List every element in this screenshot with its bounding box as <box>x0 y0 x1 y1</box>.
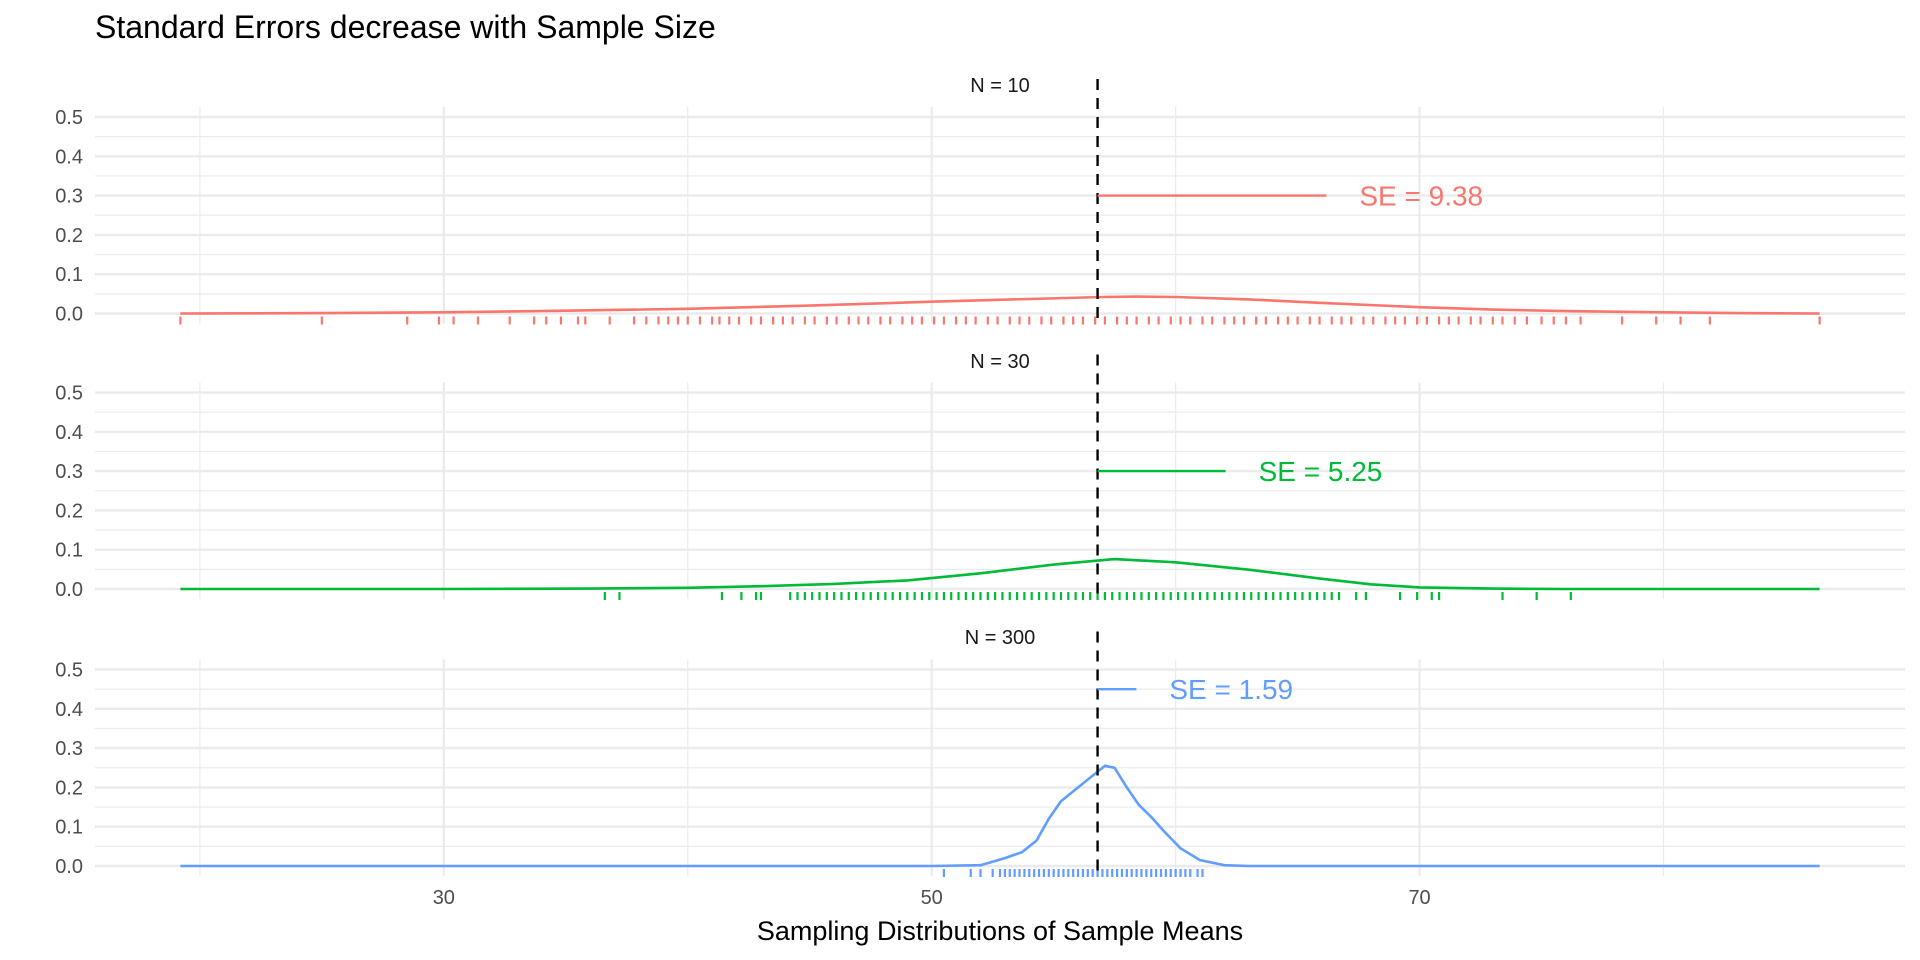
y-tick-label: 0.3 <box>55 461 83 483</box>
y-tick-label: 0.0 <box>55 579 83 601</box>
se-label: SE = 5.25 <box>1259 456 1383 487</box>
y-tick-label: 0.4 <box>55 422 83 444</box>
y-tick-label: 0.5 <box>55 107 83 129</box>
y-tick-label: 0.3 <box>55 738 83 760</box>
x-tick-label: 30 <box>433 887 455 909</box>
facet-panels: N = 100.00.10.20.30.40.5SE = 9.38N = 300… <box>55 75 1905 878</box>
rug-marks <box>942 869 1204 877</box>
se-label: SE = 1.59 <box>1169 674 1293 705</box>
density-curve <box>180 557 1820 591</box>
y-tick-label: 0.1 <box>55 264 83 286</box>
density-curve <box>180 764 1820 868</box>
rug-marks <box>179 316 1821 325</box>
se-label: SE = 9.38 <box>1359 181 1483 212</box>
facet-panel-3: N = 300 0.0 0.1 0.2 0.3 0.4 0.5 SE = 1.59 <box>55 627 1905 878</box>
x-axis-label: Sampling Distributions of Sample Means <box>757 916 1243 946</box>
y-tick-label: 0.0 <box>55 304 83 326</box>
y-tick-label: 0.4 <box>55 146 83 168</box>
strip-label: N = 10 <box>970 75 1029 97</box>
y-tick-label: 0.1 <box>55 817 83 839</box>
y-tick-label: 0.3 <box>55 186 83 208</box>
chart-title: Standard Errors decrease with Sample Siz… <box>95 9 716 45</box>
y-tick-label: 0.2 <box>55 225 83 247</box>
strip-label: N = 30 <box>970 351 1029 373</box>
facet-panel-1: N = 10 0.0 0.1 0.2 0.3 0.4 0.5 SE = 9.38 <box>55 75 1905 326</box>
x-axis: 30 50 70 <box>433 887 1431 909</box>
y-tick-label: 0.1 <box>55 540 83 562</box>
x-tick-label: 50 <box>921 887 943 909</box>
y-tick-label: 0.4 <box>55 699 83 721</box>
y-tick-label: 0.5 <box>55 660 83 682</box>
strip-label: N = 300 <box>965 627 1036 649</box>
y-tick-label: 0.5 <box>55 383 83 405</box>
y-tick-label: 0.2 <box>55 777 83 799</box>
y-tick-label: 0.2 <box>55 500 83 522</box>
rug-marks <box>603 592 1572 600</box>
density-curve <box>180 295 1820 315</box>
facet-panel-2: N = 30 0.0 0.1 0.2 0.3 0.4 0.5 SE = 5.25 <box>55 351 1905 601</box>
y-tick-label: 0.0 <box>55 856 83 878</box>
x-tick-label: 70 <box>1408 887 1430 909</box>
